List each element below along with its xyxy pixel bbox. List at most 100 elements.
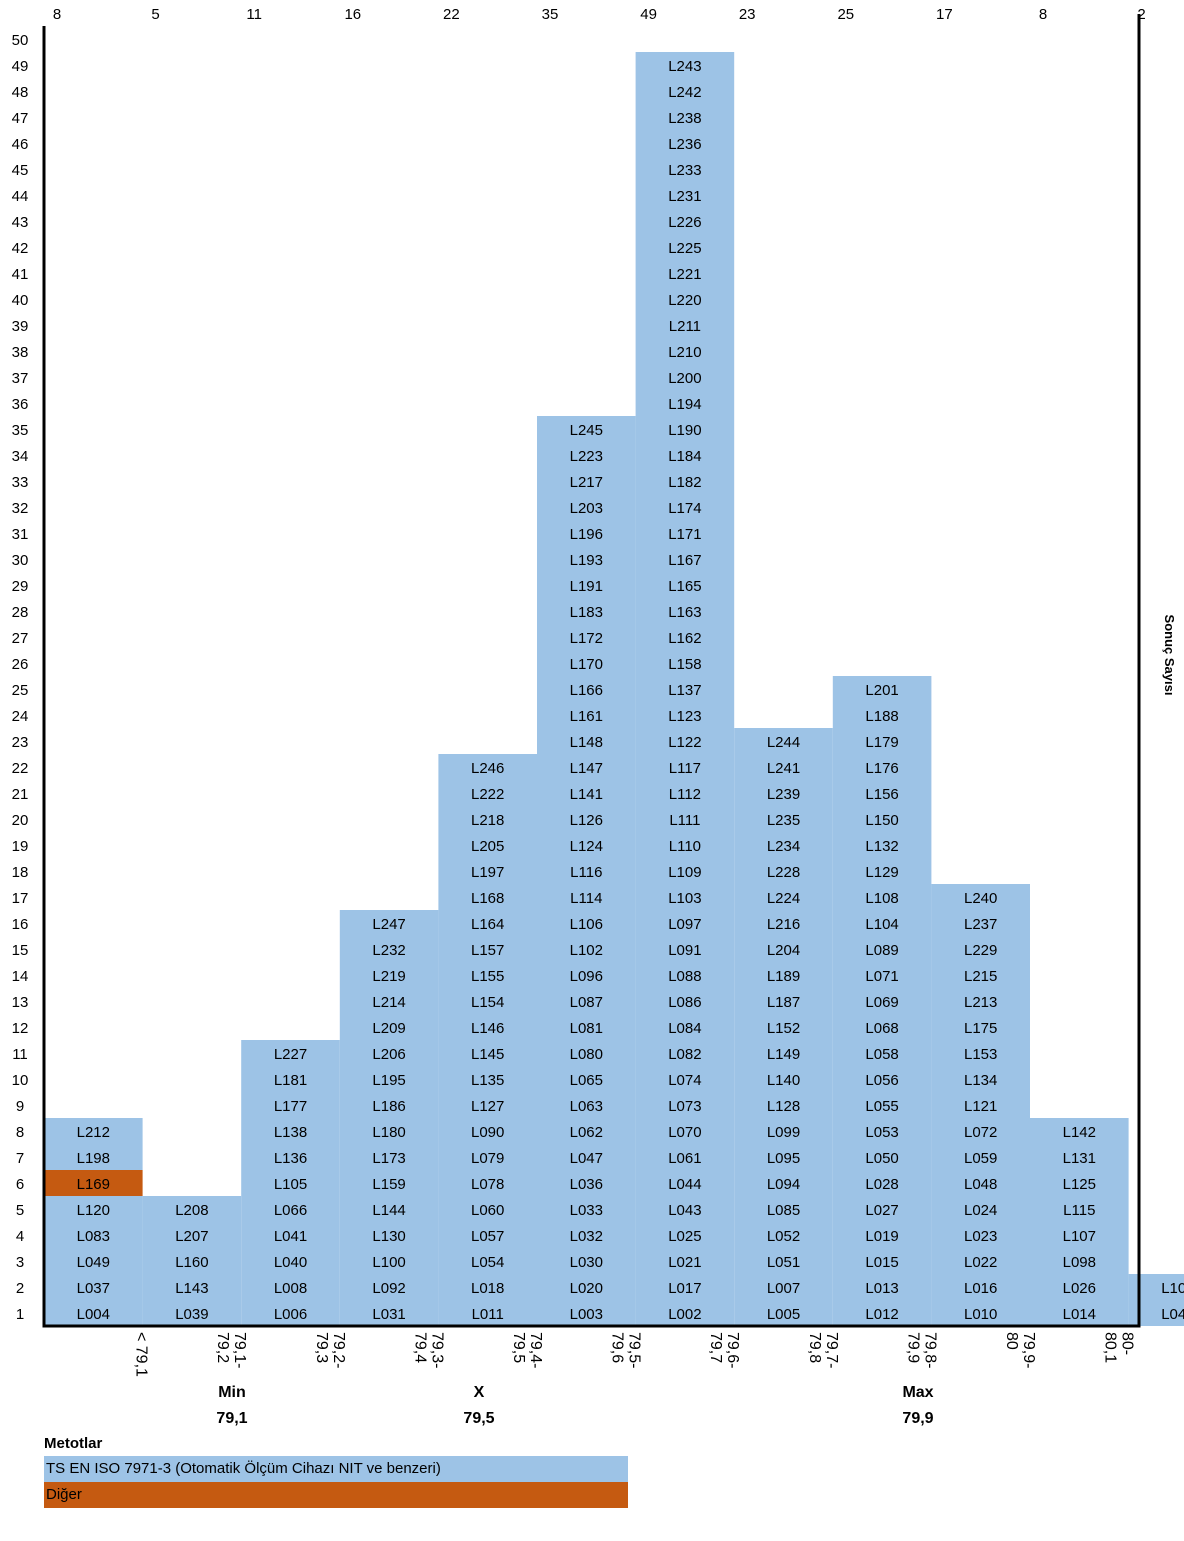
bar-cell	[734, 962, 833, 988]
lab-label: L105	[274, 1176, 307, 1193]
bar-cell	[241, 1092, 340, 1118]
lab-label: L108	[865, 890, 898, 907]
bar-cell	[142, 1274, 242, 1300]
count-label: 35	[542, 6, 559, 23]
y-tick-label: 17	[12, 890, 29, 907]
max-label: Max	[902, 1384, 934, 1401]
lab-label: L031	[372, 1306, 405, 1323]
bar-cell	[1030, 1118, 1129, 1144]
lab-label: L089	[865, 942, 898, 959]
bar-cell	[438, 1248, 537, 1274]
bar-cell	[832, 1092, 932, 1118]
bar-cell	[635, 910, 735, 936]
bar-cell	[44, 1118, 143, 1144]
bar-cell	[832, 1014, 932, 1040]
y-tick-label: 20	[12, 812, 29, 829]
x-tick-label: 79,4-	[527, 1332, 544, 1368]
bar-cell	[537, 1170, 636, 1196]
lab-label: L247	[372, 916, 405, 933]
count-label: 22	[443, 6, 460, 23]
lab-label: L165	[668, 578, 701, 595]
bar-cell	[241, 1144, 340, 1170]
bar-cell	[635, 1274, 735, 1300]
bar-cell	[931, 1066, 1030, 1092]
x-tick-label: 80,1	[1102, 1332, 1119, 1363]
x-tick-label: 79,2	[214, 1332, 231, 1363]
y-tick-label: 34	[12, 448, 29, 465]
bar-cell	[537, 754, 636, 780]
lab-label: L125	[1063, 1176, 1096, 1193]
lab-label: L189	[767, 968, 800, 985]
legend-item-diger: Diğer	[44, 1482, 628, 1508]
lab-label: L217	[570, 474, 603, 491]
bar-cell	[44, 1170, 143, 1196]
bar-cell	[537, 1144, 636, 1170]
bar-cell	[734, 858, 833, 884]
lab-label: L056	[865, 1072, 898, 1089]
bar-cell	[635, 364, 735, 390]
bar-cell	[635, 624, 735, 650]
lab-label: L150	[865, 812, 898, 829]
bar-cell	[931, 910, 1030, 936]
lab-label: L204	[767, 942, 800, 959]
y-tick-label: 39	[12, 318, 29, 335]
bar-cell	[339, 1170, 439, 1196]
lab-label: L114	[570, 890, 602, 907]
lab-label: L024	[964, 1202, 997, 1219]
lab-label: L231	[668, 188, 701, 205]
bar-cell	[832, 1196, 932, 1222]
lab-label: L016	[964, 1280, 997, 1297]
bar-cell	[635, 130, 735, 156]
lab-label: L155	[471, 968, 504, 985]
x-tick-label: 79,5	[510, 1332, 527, 1363]
bar-cell	[438, 962, 537, 988]
bar-cell	[635, 1066, 735, 1092]
bar-cell	[635, 312, 735, 338]
lab-label: L174	[668, 500, 701, 517]
x-tick-label: 79,3	[313, 1332, 330, 1363]
y-tick-label: 35	[12, 422, 29, 439]
x-tick-label: 79,8-	[921, 1332, 938, 1368]
lab-label: L112	[669, 786, 701, 803]
lab-label: L176	[865, 760, 898, 777]
bar-cell	[537, 1222, 636, 1248]
lab-label: L094	[767, 1176, 800, 1193]
y-tick-label: 33	[12, 474, 29, 491]
lab-label: L101	[1161, 1280, 1184, 1297]
lab-label: L140	[767, 1072, 800, 1089]
count-label: 8	[53, 6, 61, 23]
bar-cell	[537, 442, 636, 468]
x-tick-label: 79,4	[411, 1332, 428, 1363]
bar-cell	[635, 208, 735, 234]
bar-cell	[438, 754, 537, 780]
bar-cell	[339, 1014, 439, 1040]
bar-cell	[44, 1196, 143, 1222]
bar-cell	[832, 754, 932, 780]
bar-cell	[635, 1092, 735, 1118]
bar-cell	[1030, 1144, 1129, 1170]
bar-cell	[241, 1300, 340, 1326]
lab-label: L096	[570, 968, 603, 985]
lab-label: L227	[274, 1046, 307, 1063]
bar-cell	[339, 910, 439, 936]
bar-cell	[635, 234, 735, 260]
max-stat: Max 79,9	[868, 1380, 968, 1432]
mean-stat: X 79,5	[429, 1380, 529, 1432]
lab-label: L084	[668, 1020, 701, 1037]
bar-cell	[1030, 1248, 1129, 1274]
bar-cell	[635, 520, 735, 546]
bar-cell	[832, 988, 932, 1014]
y-tick-label: 10	[12, 1072, 29, 1089]
bar-cell	[931, 1014, 1030, 1040]
lab-label: L120	[77, 1202, 110, 1219]
bar-cell	[438, 1066, 537, 1092]
lab-label: L053	[865, 1124, 898, 1141]
bar-cell	[339, 1196, 439, 1222]
x-tick-label: 79,8	[806, 1332, 823, 1363]
y-tick-label: 19	[12, 838, 29, 855]
bar-cell	[635, 156, 735, 182]
bar-cell	[438, 988, 537, 1014]
bar-cell	[832, 910, 932, 936]
lab-label: L115	[1063, 1202, 1095, 1219]
lab-label: L109	[668, 864, 701, 881]
